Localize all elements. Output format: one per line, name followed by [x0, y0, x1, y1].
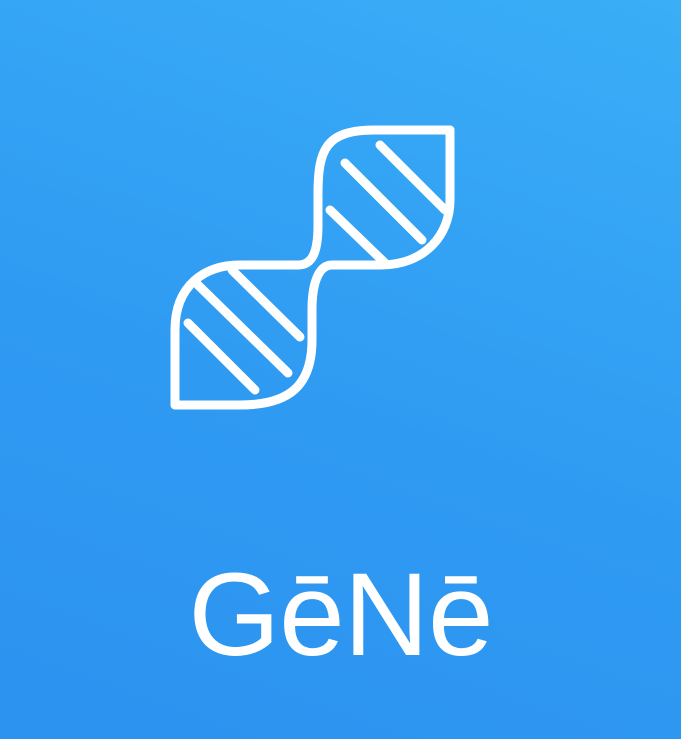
base-pair-line [183, 318, 260, 395]
helix-backbone [235, 125, 455, 270]
base-pair-line [325, 205, 390, 268]
app-name: GēNē [188, 549, 493, 681]
base-pair-line [375, 140, 450, 215]
dna-helix-icon [160, 115, 470, 425]
helix-backbone-lower [170, 125, 455, 410]
base-pair-line [193, 280, 293, 378]
base-pair-line [340, 158, 427, 245]
lower-leaf [170, 260, 300, 410]
base-pair-line [227, 265, 305, 342]
